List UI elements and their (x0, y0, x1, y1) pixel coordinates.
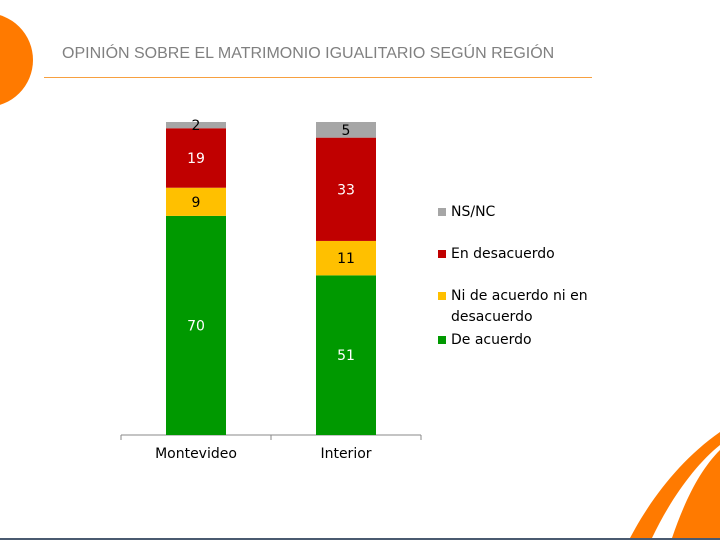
bar-segment (166, 187, 226, 216)
corner-swoosh-decoration (630, 432, 720, 538)
bar-segment (316, 137, 376, 241)
legend-swatch (438, 250, 446, 258)
legend-label: NS/NC (451, 204, 496, 220)
legend-label: Ni de acuerdo ni en (451, 288, 588, 304)
category-label: Interior (320, 446, 371, 462)
legend-swatch (438, 292, 446, 300)
data-label: 2 (192, 118, 201, 134)
data-label: 51 (337, 348, 355, 364)
bar-segment (166, 128, 226, 188)
bar-segment (166, 122, 226, 129)
bar-segment (316, 240, 376, 276)
legend-label: En desacuerdo (451, 246, 555, 262)
data-label: 11 (337, 251, 355, 267)
data-label: 70 (187, 318, 205, 334)
orange-circle-decoration (0, 15, 33, 105)
legend-label: De acuerdo (451, 332, 532, 348)
slide-title: OPINIÓN SOBRE EL MATRIMONIO IGUALITARIO … (62, 45, 555, 62)
bar-segment (316, 275, 376, 435)
category-label: Montevideo (155, 446, 237, 462)
data-label: 33 (337, 182, 355, 198)
data-label: 5 (342, 123, 351, 139)
data-label: 9 (192, 195, 201, 211)
legend-swatch (438, 208, 446, 216)
bar-segment (166, 215, 226, 435)
legend-swatch (438, 336, 446, 344)
bar-segment (316, 122, 376, 138)
legend-label: desacuerdo (451, 309, 533, 325)
bottom-border (0, 538, 720, 540)
title-underline (44, 77, 592, 78)
data-label: 19 (187, 151, 205, 167)
